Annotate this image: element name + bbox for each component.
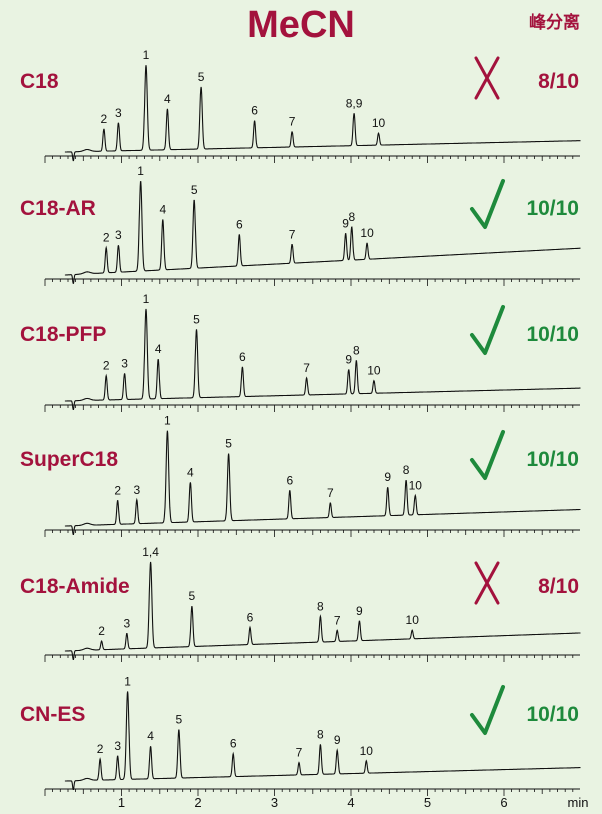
result-value: 8/10 [538, 575, 579, 598]
peak-label: 2 [103, 359, 110, 373]
peak-label: 1 [143, 292, 150, 306]
peak-label: 3 [133, 483, 140, 497]
peak-label: 5 [176, 713, 183, 727]
peak-label: 8 [403, 463, 410, 477]
peak-label: 3 [114, 739, 121, 753]
chromatogram-trace [64, 430, 581, 536]
peak-label: 4 [159, 203, 166, 217]
column-name-label: C18-Amide [20, 575, 130, 598]
peak-label: 7 [334, 613, 341, 627]
peak-label: 2 [97, 742, 104, 756]
peak-label: 2 [101, 112, 108, 126]
peak-label: 2 [114, 483, 121, 497]
cross-icon [474, 56, 500, 100]
result-value: 10/10 [526, 323, 579, 346]
peak-label: 1 [124, 674, 131, 688]
chart-title: MeCN [247, 4, 355, 46]
peak-label: 6 [286, 473, 293, 487]
peak-label: 10 [372, 116, 386, 130]
column-name-label: C18-PFP [20, 323, 106, 346]
result-value: 8/10 [538, 70, 579, 93]
x-axis-unit-label: min [568, 795, 589, 810]
peak-label: 4 [187, 465, 194, 479]
peak-label: 1 [164, 414, 171, 428]
x-tick-label: 4 [347, 795, 354, 810]
peak-label: 2 [98, 624, 105, 638]
peak-label: 10 [409, 479, 423, 493]
column-name-label: SuperC18 [20, 448, 118, 471]
peak-label: 9 [384, 470, 391, 484]
chromatogram-trace [64, 308, 581, 411]
check-icon [470, 430, 505, 480]
peak-label: 8,9 [346, 96, 363, 110]
x-tick-label: 3 [271, 795, 278, 810]
peak-label: 1,4 [142, 545, 159, 559]
chromatogram-trace [64, 691, 581, 791]
column-name-label: CN-ES [20, 703, 85, 726]
peak-label: 10 [360, 226, 374, 240]
peak-label: 4 [147, 729, 154, 743]
x-tick-label: 5 [424, 795, 431, 810]
peak-label: 8 [348, 210, 355, 224]
peak-label: 4 [164, 92, 171, 106]
peak-label: 5 [225, 437, 232, 451]
chromatogram-trace [64, 181, 581, 284]
peak-label: 3 [124, 616, 131, 630]
peak-label: 10 [367, 364, 381, 378]
chromatogram-trace [64, 65, 581, 162]
peak-label: 3 [115, 228, 122, 242]
result-value: 10/10 [526, 197, 579, 220]
peak-label: 9 [356, 604, 363, 618]
peak-label: 5 [198, 70, 205, 84]
peak-label: 5 [191, 183, 198, 197]
peak-label: 3 [121, 356, 128, 370]
peak-label: 1 [137, 164, 144, 178]
peak-label: 9 [345, 353, 352, 367]
peak-label: 9 [342, 216, 349, 230]
check-icon [470, 305, 505, 355]
cross-icon [474, 561, 500, 605]
peak-label: 3 [115, 106, 122, 120]
chromatogram-panel: 2 3 1,4 5 6 87 9 10 C18-Amide 8/10 [20, 545, 581, 662]
peak-label: 10 [406, 613, 420, 627]
chromatogram-trace [64, 561, 581, 661]
peak-label: 7 [289, 115, 296, 129]
peak-label: 8 [317, 599, 324, 613]
check-icon [470, 179, 505, 229]
column-name-label: C18 [20, 70, 59, 93]
x-tick-label: 2 [194, 795, 201, 810]
peak-label: 6 [239, 350, 246, 364]
x-tick-label: 1 [118, 795, 125, 810]
peak-label: 6 [236, 217, 243, 231]
peak-label: 9 [334, 733, 341, 747]
peak-label: 8 [353, 343, 360, 357]
peak-label: 4 [155, 342, 162, 356]
peak-separation-label: 峰分离 [529, 13, 580, 32]
peak-label: 6 [247, 610, 254, 624]
peak-label: 5 [189, 589, 196, 603]
result-value: 10/10 [526, 448, 579, 471]
column-name-label: C18-AR [20, 197, 96, 220]
peak-label: 6 [251, 104, 258, 118]
peak-label: 8 [317, 727, 324, 741]
peak-label: 5 [193, 312, 200, 326]
peak-label: 7 [289, 227, 296, 241]
peak-label: 6 [230, 737, 237, 751]
peak-label: 2 [103, 231, 110, 245]
x-tick-label: 6 [500, 795, 507, 810]
check-icon [470, 685, 505, 735]
result-value: 10/10 [526, 703, 579, 726]
peak-label: 10 [360, 744, 374, 758]
peak-label: 7 [327, 486, 334, 500]
peak-label: 7 [296, 746, 303, 760]
peak-label: 7 [303, 361, 310, 375]
peak-label: 1 [143, 48, 150, 62]
